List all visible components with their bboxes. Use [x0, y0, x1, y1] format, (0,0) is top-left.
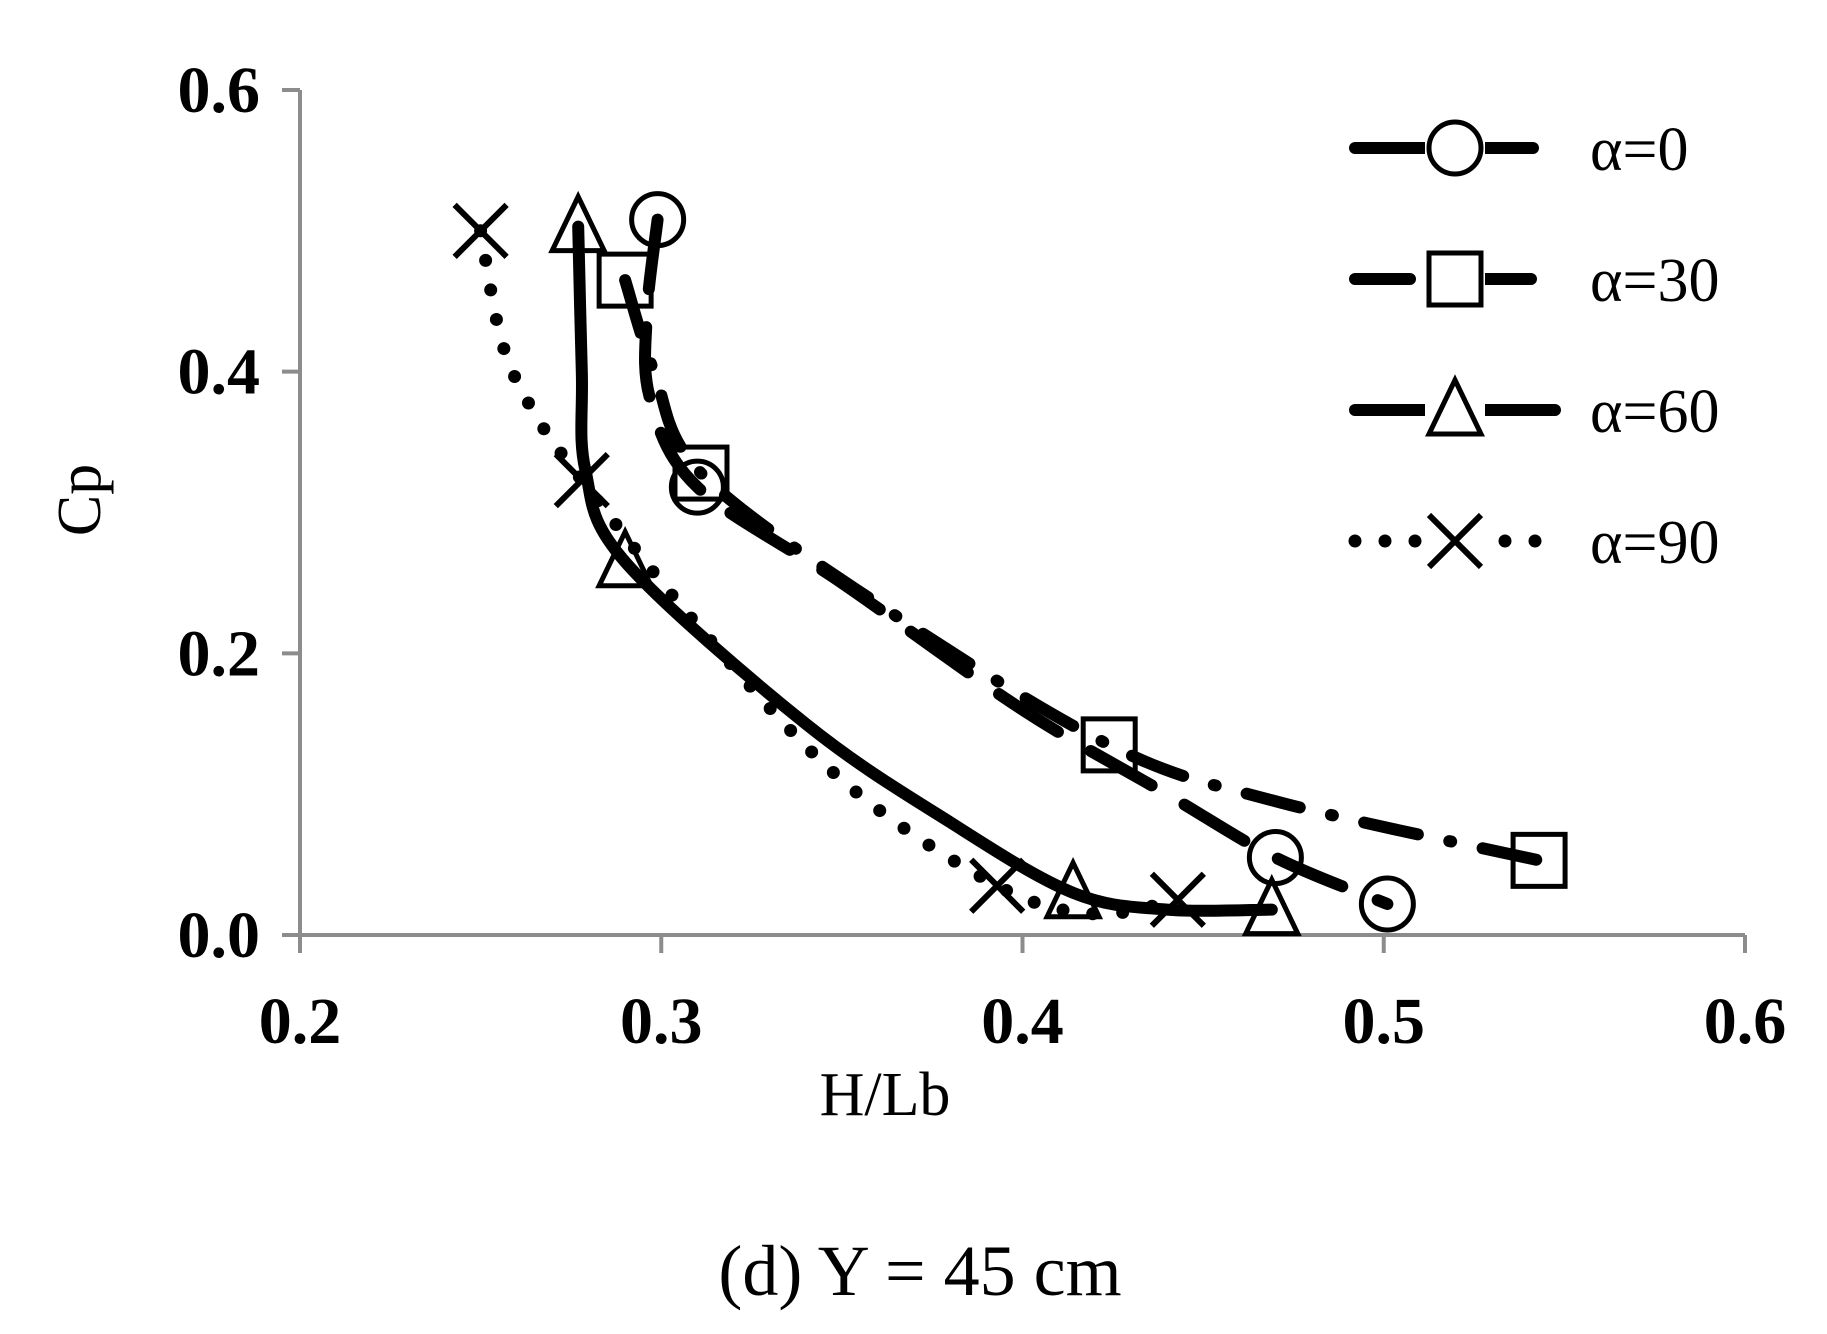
- triangle-marker: [1043, 856, 1104, 920]
- x-marker: [452, 202, 509, 259]
- x-marker: [1149, 871, 1206, 928]
- legend-label: α=0: [1590, 116, 1688, 184]
- legend-marker-bg: [1425, 380, 1485, 440]
- figure-caption: (d) Y = 45 cm: [718, 1231, 1121, 1311]
- y-tick-label: 0.6: [178, 54, 261, 127]
- square-marker: [1080, 716, 1138, 774]
- plot-area: 0.2 0.3 0.4 0.5 0.6 0.0 0.2 0.4 0.6: [178, 54, 1787, 1058]
- circle-marker: [668, 458, 726, 516]
- triangle-marker: [1241, 873, 1302, 937]
- legend: α=0 α=30 α=60 α=90: [1348, 116, 1719, 577]
- legend-x-marker: [1426, 512, 1484, 570]
- x-tick-label: 0.2: [259, 985, 342, 1058]
- series-line-2: [572, 220, 1278, 917]
- square-marker: [596, 251, 654, 309]
- x-marker: [553, 451, 610, 509]
- triangle-marker: [595, 526, 656, 589]
- square-marker: [1510, 831, 1568, 889]
- legend-label: α=30: [1590, 247, 1719, 315]
- legend-square-marker: [1426, 250, 1484, 308]
- x-tick-label: 0.6: [1704, 985, 1787, 1058]
- circle-marker: [1358, 875, 1416, 933]
- legend-marker-bg: [1425, 249, 1485, 309]
- legend-triangle-marker: [1425, 374, 1485, 437]
- legend-marker-bg: [1425, 118, 1485, 178]
- legend-label: α=60: [1590, 378, 1719, 446]
- x-marker: [969, 857, 1026, 914]
- legend-label: α=90: [1590, 509, 1719, 577]
- y-tick-label: 0.4: [178, 336, 261, 409]
- circle-marker: [629, 191, 687, 249]
- triangle-marker: [548, 190, 609, 254]
- x-axis-title: H/Lb: [820, 1061, 951, 1129]
- x-tick-label: 0.5: [1343, 985, 1426, 1058]
- x-tick-label: 0.4: [981, 985, 1064, 1058]
- legend-circle-marker: [1426, 119, 1484, 177]
- x-tick-label: 0.3: [620, 985, 703, 1058]
- series-line-3: [474, 224, 1185, 921]
- y-tick-label: 0.0: [178, 899, 261, 972]
- y-axis-title: Cp: [46, 464, 114, 536]
- y-tick-label: 0.2: [178, 617, 261, 690]
- square-marker: [672, 444, 730, 502]
- series-line-1: [619, 274, 1546, 867]
